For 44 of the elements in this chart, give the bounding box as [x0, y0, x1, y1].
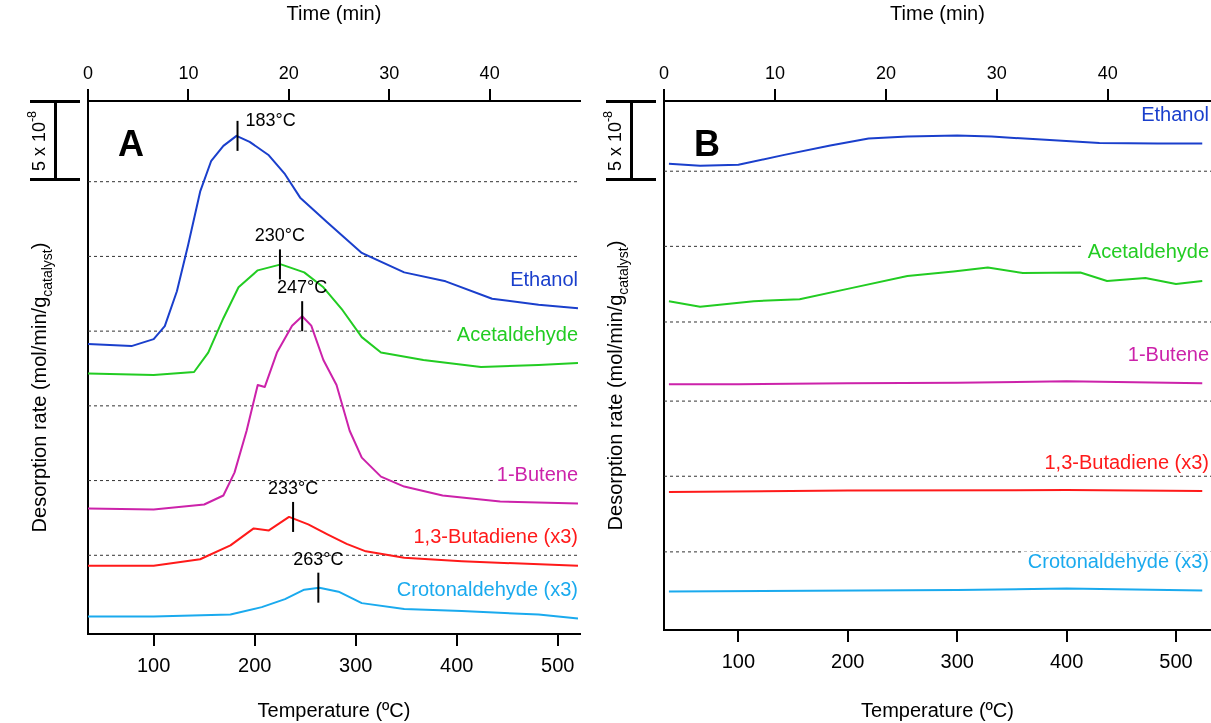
- x-tick-label: 100: [721, 649, 756, 672]
- chart-title: B: [694, 122, 720, 164]
- series-label: Acetaldehyde: [1087, 240, 1209, 263]
- series-label: 1,3-Butadiene (x3): [1044, 450, 1210, 473]
- x2-tick-label: 10: [178, 63, 199, 84]
- x2-tick-label: 10: [764, 63, 785, 84]
- x-axis-title: Temperature (ºC): [257, 698, 411, 721]
- x-axis-title: Temperature (ºC): [861, 698, 1014, 721]
- x-tick-label: 200: [831, 649, 865, 672]
- series-label: Ethanol: [510, 267, 579, 290]
- series-label: 1-Butene: [1127, 342, 1209, 365]
- x-tick-label: 400: [1049, 649, 1084, 672]
- annotation: 230°C: [254, 225, 306, 246]
- text: 5 x 10-8: [25, 110, 49, 172]
- annotation: 183°C: [245, 109, 296, 130]
- x-tick-label: 200: [238, 653, 272, 676]
- x-tick-label: 500: [1159, 649, 1193, 672]
- x2-tick-label: 0: [658, 63, 670, 84]
- series-label: Crotonaldehyde (x3): [1027, 549, 1210, 572]
- x-tick-label: 400: [440, 653, 474, 676]
- x2-axis-title: Time (min): [890, 1, 985, 24]
- text: 5 x 10-8: [601, 110, 625, 172]
- series-label: Acetaldehyde: [456, 322, 578, 345]
- y-axis-title: Desorption rate (mol/min/gcatalyst): [27, 242, 55, 533]
- series-label: 1-Butene: [496, 463, 578, 486]
- x2-tick-label: 20: [875, 63, 896, 84]
- x2-tick-label: 20: [278, 63, 299, 84]
- x-tick-label: 100: [136, 653, 171, 676]
- annotation: 263°C: [293, 548, 344, 569]
- y-axis-title: Desorption rate (mol/min/gcatalyst): [603, 240, 631, 531]
- x-tick-label: 300: [339, 653, 373, 676]
- series-label: Crotonaldehyde (x3): [396, 578, 579, 601]
- annotation: 233°C: [267, 477, 319, 498]
- x2-tick-label: 30: [986, 63, 1007, 84]
- x2-tick-label: 40: [479, 63, 500, 84]
- series-label: Ethanol: [1141, 103, 1210, 126]
- x2-tick-label: 0: [82, 63, 94, 84]
- x-tick-label: 500: [541, 653, 575, 676]
- x2-tick-label: 40: [1097, 63, 1118, 84]
- chart-title: A: [118, 122, 144, 164]
- x-tick-label: 300: [940, 649, 974, 672]
- x2-axis-title: Time (min): [286, 1, 382, 24]
- x2-tick-label: 30: [379, 63, 400, 84]
- series-label: 1,3-Butadiene (x3): [413, 525, 579, 548]
